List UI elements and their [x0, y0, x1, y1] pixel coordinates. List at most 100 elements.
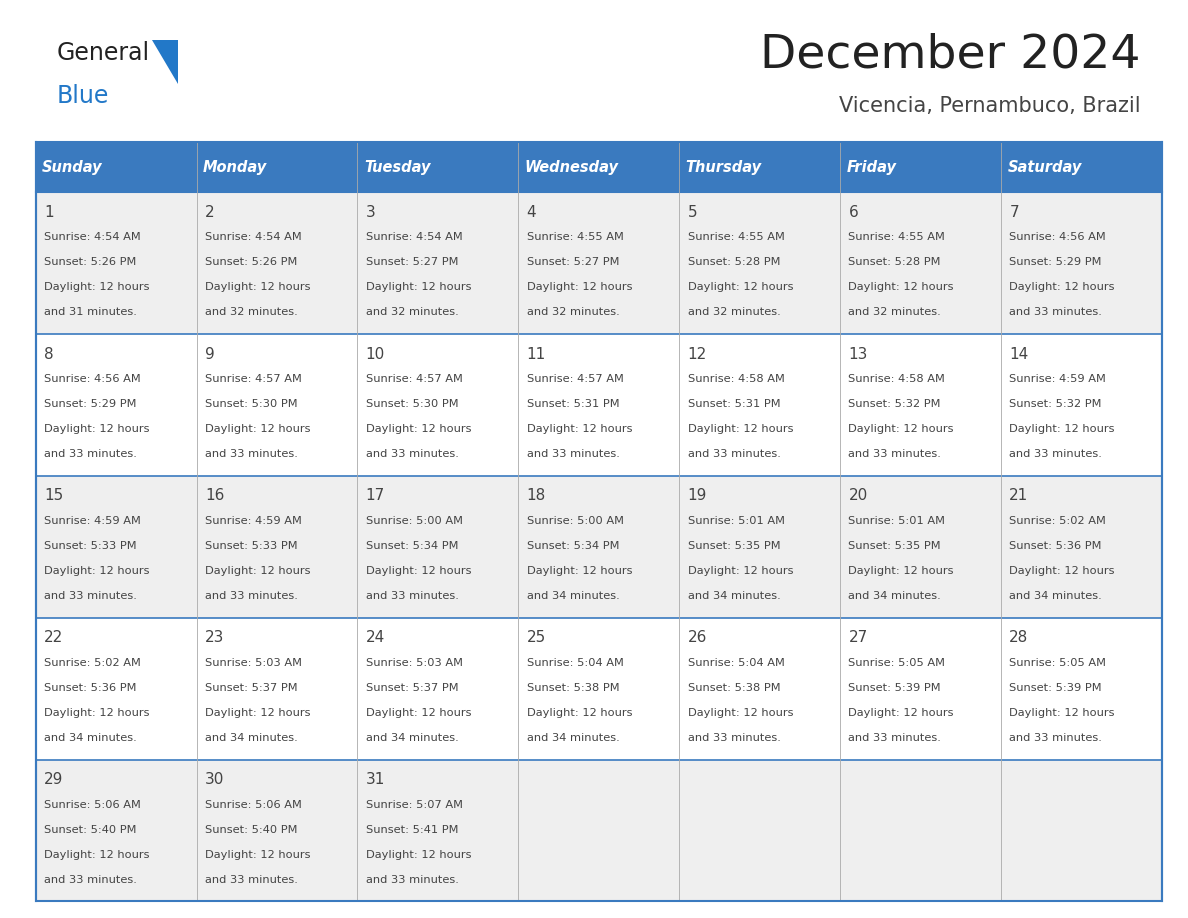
- Text: and 34 minutes.: and 34 minutes.: [44, 733, 137, 743]
- Text: Sunrise: 5:06 AM: Sunrise: 5:06 AM: [204, 800, 302, 810]
- Text: Sunset: 5:40 PM: Sunset: 5:40 PM: [204, 825, 297, 834]
- Text: Sunrise: 5:00 AM: Sunrise: 5:00 AM: [366, 516, 463, 526]
- Text: Tuesday: Tuesday: [364, 160, 430, 174]
- Text: 25: 25: [526, 631, 545, 645]
- Text: Friday: Friday: [847, 160, 897, 174]
- Polygon shape: [152, 40, 178, 84]
- Text: 13: 13: [848, 347, 867, 362]
- Text: and 33 minutes.: and 33 minutes.: [688, 449, 781, 459]
- Text: Daylight: 12 hours: Daylight: 12 hours: [1010, 282, 1114, 292]
- Text: and 34 minutes.: and 34 minutes.: [366, 733, 459, 743]
- Text: and 32 minutes.: and 32 minutes.: [526, 307, 619, 317]
- Text: Daylight: 12 hours: Daylight: 12 hours: [204, 282, 310, 292]
- Text: Sunset: 5:31 PM: Sunset: 5:31 PM: [526, 399, 619, 409]
- Text: 5: 5: [688, 205, 697, 219]
- Text: and 33 minutes.: and 33 minutes.: [848, 733, 941, 743]
- Text: Sunrise: 4:57 AM: Sunrise: 4:57 AM: [366, 375, 462, 385]
- Text: 27: 27: [848, 631, 867, 645]
- Text: and 34 minutes.: and 34 minutes.: [204, 733, 298, 743]
- Text: Sunset: 5:37 PM: Sunset: 5:37 PM: [366, 683, 459, 693]
- Text: and 34 minutes.: and 34 minutes.: [688, 590, 781, 600]
- Text: and 33 minutes.: and 33 minutes.: [688, 733, 781, 743]
- Text: Sunrise: 4:55 AM: Sunrise: 4:55 AM: [688, 232, 784, 242]
- Text: Daylight: 12 hours: Daylight: 12 hours: [366, 708, 472, 718]
- Text: 7: 7: [1010, 205, 1019, 219]
- Text: Sunset: 5:38 PM: Sunset: 5:38 PM: [688, 683, 781, 693]
- Text: Daylight: 12 hours: Daylight: 12 hours: [366, 282, 472, 292]
- Text: and 33 minutes.: and 33 minutes.: [204, 449, 298, 459]
- Text: Sunset: 5:27 PM: Sunset: 5:27 PM: [526, 257, 619, 267]
- Text: Sunrise: 5:06 AM: Sunrise: 5:06 AM: [44, 800, 141, 810]
- Text: Blue: Blue: [57, 84, 109, 108]
- Text: and 32 minutes.: and 32 minutes.: [204, 307, 298, 317]
- Text: Daylight: 12 hours: Daylight: 12 hours: [526, 424, 632, 434]
- Text: Sunrise: 4:57 AM: Sunrise: 4:57 AM: [526, 375, 624, 385]
- Text: Sunset: 5:28 PM: Sunset: 5:28 PM: [688, 257, 781, 267]
- Text: Sunrise: 4:59 AM: Sunrise: 4:59 AM: [1010, 375, 1106, 385]
- Text: Sunset: 5:36 PM: Sunset: 5:36 PM: [1010, 541, 1101, 551]
- Text: and 34 minutes.: and 34 minutes.: [848, 590, 941, 600]
- Text: General: General: [57, 41, 150, 65]
- Text: Sunset: 5:26 PM: Sunset: 5:26 PM: [44, 257, 137, 267]
- Text: and 33 minutes.: and 33 minutes.: [204, 590, 298, 600]
- Text: Monday: Monday: [203, 160, 267, 174]
- Text: Sunrise: 4:56 AM: Sunrise: 4:56 AM: [1010, 232, 1106, 242]
- Text: Sunset: 5:33 PM: Sunset: 5:33 PM: [204, 541, 297, 551]
- Text: 20: 20: [848, 488, 867, 503]
- Text: Sunset: 5:34 PM: Sunset: 5:34 PM: [526, 541, 619, 551]
- Text: Daylight: 12 hours: Daylight: 12 hours: [204, 850, 310, 859]
- Text: 6: 6: [848, 205, 858, 219]
- Text: Daylight: 12 hours: Daylight: 12 hours: [44, 708, 150, 718]
- Text: Sunset: 5:31 PM: Sunset: 5:31 PM: [688, 399, 781, 409]
- Text: and 32 minutes.: and 32 minutes.: [366, 307, 459, 317]
- Text: Daylight: 12 hours: Daylight: 12 hours: [688, 282, 794, 292]
- Text: Sunrise: 5:02 AM: Sunrise: 5:02 AM: [44, 658, 141, 668]
- Text: Daylight: 12 hours: Daylight: 12 hours: [848, 565, 954, 576]
- Text: Sunrise: 4:56 AM: Sunrise: 4:56 AM: [44, 375, 140, 385]
- Text: Sunset: 5:26 PM: Sunset: 5:26 PM: [204, 257, 297, 267]
- Text: and 33 minutes.: and 33 minutes.: [44, 590, 137, 600]
- Text: Sunrise: 4:59 AM: Sunrise: 4:59 AM: [44, 516, 141, 526]
- Text: Daylight: 12 hours: Daylight: 12 hours: [44, 565, 150, 576]
- Text: Sunset: 5:38 PM: Sunset: 5:38 PM: [526, 683, 619, 693]
- Text: and 33 minutes.: and 33 minutes.: [526, 449, 619, 459]
- Text: Sunset: 5:37 PM: Sunset: 5:37 PM: [204, 683, 297, 693]
- Text: 15: 15: [44, 488, 63, 503]
- Text: Daylight: 12 hours: Daylight: 12 hours: [688, 708, 794, 718]
- Text: 1: 1: [44, 205, 53, 219]
- Text: 24: 24: [366, 631, 385, 645]
- Text: 22: 22: [44, 631, 63, 645]
- Text: 9: 9: [204, 347, 215, 362]
- Text: Sunrise: 5:01 AM: Sunrise: 5:01 AM: [688, 516, 784, 526]
- Text: December 2024: December 2024: [760, 32, 1140, 77]
- Text: and 34 minutes.: and 34 minutes.: [526, 733, 619, 743]
- Text: and 33 minutes.: and 33 minutes.: [848, 449, 941, 459]
- Text: Sunrise: 4:55 AM: Sunrise: 4:55 AM: [526, 232, 624, 242]
- Text: Daylight: 12 hours: Daylight: 12 hours: [848, 282, 954, 292]
- Text: Sunrise: 5:05 AM: Sunrise: 5:05 AM: [848, 658, 946, 668]
- Text: Daylight: 12 hours: Daylight: 12 hours: [1010, 708, 1114, 718]
- Text: 10: 10: [366, 347, 385, 362]
- Text: Sunset: 5:34 PM: Sunset: 5:34 PM: [366, 541, 459, 551]
- Text: 12: 12: [688, 347, 707, 362]
- Text: Daylight: 12 hours: Daylight: 12 hours: [1010, 424, 1114, 434]
- Text: and 33 minutes.: and 33 minutes.: [366, 449, 459, 459]
- Text: 23: 23: [204, 631, 225, 645]
- Text: Sunset: 5:30 PM: Sunset: 5:30 PM: [366, 399, 459, 409]
- Text: and 32 minutes.: and 32 minutes.: [688, 307, 781, 317]
- Text: and 33 minutes.: and 33 minutes.: [1010, 449, 1102, 459]
- Text: Wednesday: Wednesday: [525, 160, 619, 174]
- Text: and 33 minutes.: and 33 minutes.: [1010, 733, 1102, 743]
- Text: 28: 28: [1010, 631, 1029, 645]
- Text: Sunday: Sunday: [42, 160, 102, 174]
- Text: Daylight: 12 hours: Daylight: 12 hours: [688, 424, 794, 434]
- Text: Sunrise: 5:00 AM: Sunrise: 5:00 AM: [526, 516, 624, 526]
- Text: and 33 minutes.: and 33 minutes.: [366, 875, 459, 885]
- Text: 16: 16: [204, 488, 225, 503]
- Text: and 33 minutes.: and 33 minutes.: [44, 875, 137, 885]
- Text: Sunrise: 5:03 AM: Sunrise: 5:03 AM: [366, 658, 463, 668]
- Text: and 32 minutes.: and 32 minutes.: [848, 307, 941, 317]
- Text: Sunrise: 4:54 AM: Sunrise: 4:54 AM: [366, 232, 462, 242]
- Text: and 33 minutes.: and 33 minutes.: [204, 875, 298, 885]
- Text: Sunset: 5:30 PM: Sunset: 5:30 PM: [204, 399, 297, 409]
